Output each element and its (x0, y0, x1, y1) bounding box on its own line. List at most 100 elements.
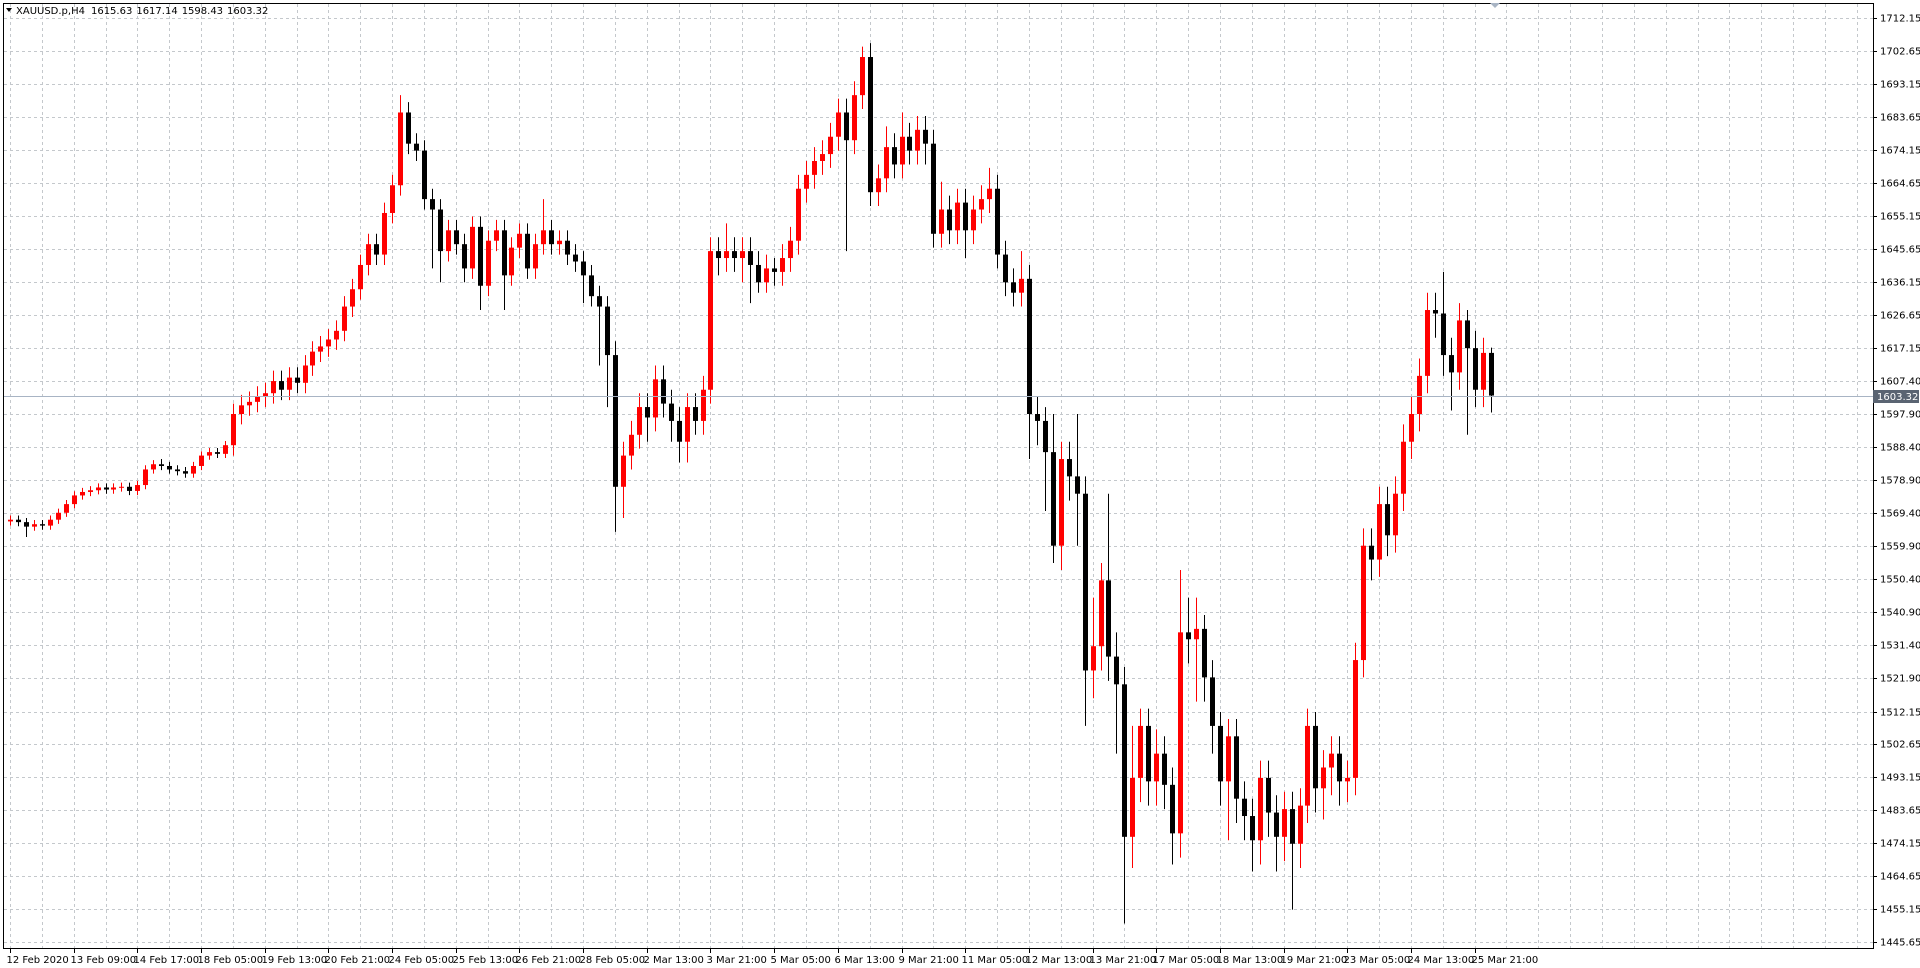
candle-body (1417, 375, 1422, 414)
candle-body (939, 209, 944, 234)
x-tick-label: 3 Mar 21:00 (707, 955, 767, 966)
candle-body (183, 471, 188, 474)
y-tick-label: 1607.40 (1880, 377, 1920, 388)
y-tick-label: 1693.15 (1880, 80, 1920, 91)
candle-body (581, 261, 586, 276)
price-label-box (1873, 390, 1919, 403)
candle-body (613, 355, 618, 487)
last-close: 1603.32 (227, 6, 268, 17)
candle-body (653, 379, 658, 418)
x-tick-label: 19 Feb 13:00 (262, 955, 328, 966)
candle-body (32, 524, 37, 527)
candle-body (621, 455, 626, 487)
candle-body (716, 251, 721, 259)
candle-body (334, 330, 339, 340)
y-tick-label: 1702.65 (1880, 47, 1920, 58)
x-tick-label: 12 Mar 13:00 (1026, 955, 1093, 966)
candle-body (517, 233, 522, 248)
candle-body (16, 519, 21, 523)
y-tick-label: 1569.40 (1880, 509, 1920, 520)
candle-body (1218, 725, 1223, 782)
candle-body (955, 202, 960, 231)
candle-body (462, 244, 467, 269)
candle-body (1409, 413, 1414, 442)
candle-body (470, 226, 475, 269)
candle-body (1465, 320, 1470, 349)
candle-body (836, 112, 841, 137)
y-tick-label: 1683.65 (1880, 113, 1920, 124)
x-tick-label: 25 Mar 21:00 (1472, 955, 1539, 966)
collapse-icon[interactable] (6, 8, 12, 12)
candle-body (1067, 459, 1072, 477)
candle-body (645, 407, 650, 418)
y-tick-label: 1493.15 (1880, 773, 1920, 784)
candle-body (247, 401, 252, 406)
candle-body (223, 445, 228, 454)
candle-body (64, 504, 69, 513)
y-tick-label: 1636.15 (1880, 278, 1920, 289)
x-tick-label: 9 Mar 21:00 (899, 955, 959, 966)
y-tick-label: 1597.90 (1880, 410, 1920, 421)
candle-body (923, 129, 928, 144)
candle-body (446, 230, 451, 252)
candle-body (1282, 809, 1287, 837)
candle-body (318, 346, 323, 352)
candle-body (669, 403, 674, 421)
candle-body (1170, 784, 1175, 834)
candle-body (263, 393, 268, 397)
candle-body (494, 230, 499, 241)
candle-body (1489, 352, 1494, 396)
candle-body (1298, 805, 1303, 844)
candle-body (1146, 725, 1151, 782)
x-tick-label: 28 Feb 05:00 (580, 955, 646, 966)
candle-body (303, 365, 308, 383)
candle-body (1210, 677, 1215, 726)
candle-body (525, 233, 530, 269)
candle-body (414, 143, 419, 151)
y-tick-label: 1559.90 (1880, 542, 1920, 553)
candle-body (788, 240, 793, 259)
candle-body (239, 405, 244, 414)
plot-frame (3, 3, 1874, 949)
x-tick-label: 11 Mar 05:00 (962, 955, 1029, 966)
candle-body (812, 160, 817, 175)
candle-body (287, 377, 292, 390)
candle-body (1003, 254, 1008, 283)
y-tick-label: 1521.90 (1880, 674, 1920, 685)
marks-layer (4, 43, 1873, 924)
candle-body (438, 209, 443, 252)
candle-body (159, 464, 164, 466)
candle-body (1385, 504, 1390, 536)
candle-body (979, 199, 984, 210)
candle-body (995, 188, 1000, 255)
candle-body (1305, 725, 1310, 806)
candle-body (549, 230, 554, 245)
candle-body (406, 112, 411, 144)
candle-body (573, 254, 578, 262)
last-open: 1615.63 (91, 6, 132, 17)
candle-body (111, 487, 116, 490)
candle-body (1345, 777, 1350, 782)
candle-body (693, 407, 698, 421)
candle-body (56, 512, 61, 520)
y-tick-label: 1617.15 (1880, 344, 1920, 355)
candle-body (215, 452, 220, 454)
candle-body (24, 522, 29, 527)
candle-body (1075, 476, 1080, 494)
candle-body (900, 136, 905, 165)
candle-body (677, 420, 682, 442)
x-tick-label: 18 Feb 05:00 (198, 955, 264, 966)
candle-body (422, 150, 427, 200)
x-tick-label: 24 Mar 13:00 (1408, 955, 1475, 966)
x-tick-label: 25 Feb 13:00 (453, 955, 519, 966)
candle-body (796, 188, 801, 241)
candle-body (915, 129, 920, 151)
candle-body (605, 306, 610, 356)
candle-body (1226, 736, 1231, 782)
candle-body (1114, 656, 1119, 685)
candle-body (1051, 452, 1056, 546)
candle-body (175, 469, 180, 472)
candle-body (1186, 632, 1191, 640)
candle-body (1234, 736, 1239, 799)
